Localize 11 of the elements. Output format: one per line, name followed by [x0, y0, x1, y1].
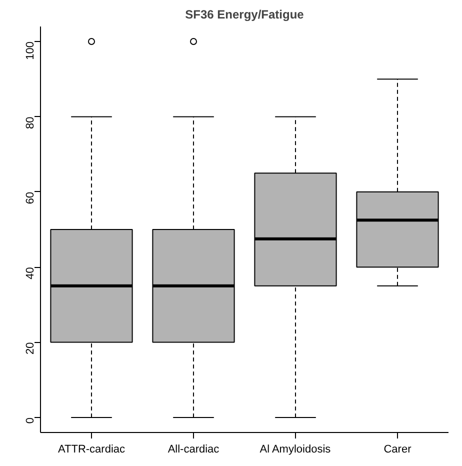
- y-tick-label: 0: [24, 417, 36, 424]
- y-tick-label: 80: [24, 116, 36, 129]
- x-tick-label: All-cardiac: [168, 444, 220, 456]
- x-tick-label: Al Amyloidosis: [260, 444, 332, 456]
- x-tick-label: ATTR-cardiac: [58, 444, 126, 456]
- y-tick-label: 40: [24, 267, 36, 280]
- chart-title: SF36 Energy/Fatigue: [185, 8, 304, 22]
- y-tick-label: 20: [24, 342, 36, 355]
- y-tick-label: 100: [24, 42, 36, 60]
- y-tick-label: 60: [24, 192, 36, 204]
- x-tick-label: Carer: [384, 444, 412, 456]
